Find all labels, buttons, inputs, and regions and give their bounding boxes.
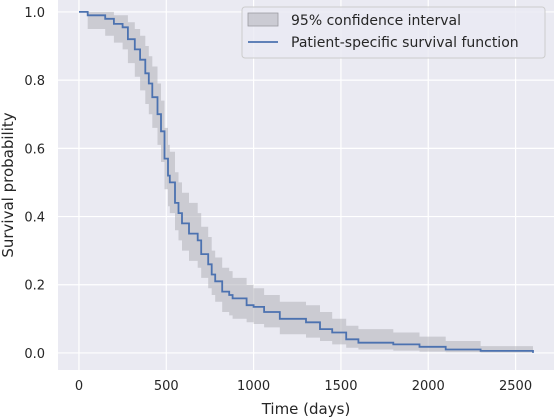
x-tick-label: 500 [154,379,179,394]
y-tick-label: 0.0 [24,347,45,362]
x-tick-labels: 0 500 1000 1500 2000 2500 [75,379,532,394]
x-tick-label: 0 [75,379,83,394]
legend-box [241,6,546,59]
y-tick-label: 0.6 [24,142,45,157]
legend: 95% confidence interval Patient-specific… [241,6,546,59]
x-tick-label: 1500 [324,379,357,394]
x-tick-label: 2000 [412,379,445,394]
y-tick-label: 1.0 [24,6,45,21]
y-axis-label: Survival probability [0,112,17,257]
x-tick-label: 2500 [499,379,532,394]
y-tick-label: 0.8 [24,74,45,89]
legend-label-survival-function: Patient-specific survival function [291,35,519,51]
y-tick-label: 0.4 [24,211,45,226]
survival-function-line [79,11,534,353]
legend-label-confidence-interval: 95% confidence interval [291,13,461,29]
y-tick-labels: 0.0 0.2 0.4 0.6 0.8 1.0 [24,6,45,362]
y-tick-label: 0.2 [24,279,45,294]
x-axis-label: Time (days) [261,400,351,418]
x-tick-label: 1000 [237,379,270,394]
legend-band-swatch [247,12,279,27]
